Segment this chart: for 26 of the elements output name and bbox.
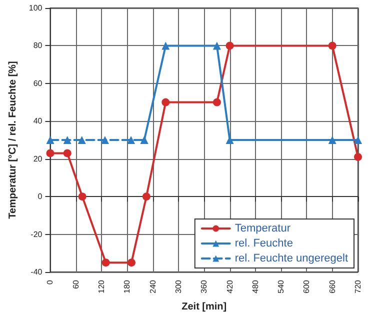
legend-label: rel. Feuchte <box>234 238 293 250</box>
x-tick-label: 540 <box>276 279 286 294</box>
legend-label: Temperatur <box>234 222 291 234</box>
x-tick-label: 240 <box>148 279 158 294</box>
y-tick-label: 40 <box>33 116 43 126</box>
x-tick-label: 660 <box>328 279 337 294</box>
x-tick-label: 600 <box>302 279 312 294</box>
y-tick-label: 100 <box>28 4 43 12</box>
x-axis-title: Zeit [min] <box>182 302 227 312</box>
x-tick-label: 720 <box>354 279 362 294</box>
y-tick-label: -20 <box>30 230 43 239</box>
y-tick-label: 0 <box>38 192 43 202</box>
x-tick-label: 120 <box>97 279 106 294</box>
x-tick-label: 0 <box>46 279 55 284</box>
y-axis-title: Temperatur [°C] / rel. Feuchte [%] <box>8 61 18 219</box>
x-tick-label: 360 <box>200 279 209 294</box>
x-tick-label: 420 <box>225 279 234 294</box>
x-tick-label: 480 <box>250 279 260 294</box>
x-tick-label: 60 <box>71 279 80 289</box>
y-tick-label: 80 <box>33 41 43 50</box>
x-tick-label: 300 <box>174 279 183 294</box>
legend-label: rel. Feuchte ungeregelt <box>234 252 348 264</box>
y-tick-label: -40 <box>30 268 43 276</box>
x-tick-label: 180 <box>122 279 132 294</box>
y-tick-label: 20 <box>33 154 43 164</box>
y-tick-label: 60 <box>33 78 43 88</box>
